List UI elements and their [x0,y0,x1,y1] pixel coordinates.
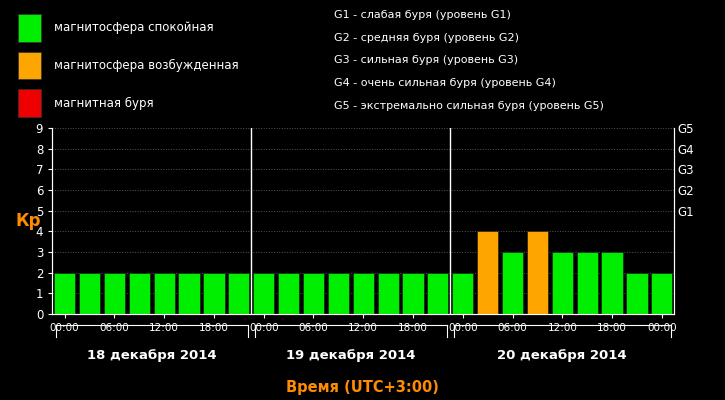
Bar [18,52,41,79]
Bar [154,273,175,314]
Text: магнитная буря: магнитная буря [54,97,154,110]
Bar [602,252,623,314]
Bar [18,14,41,42]
Bar [54,273,75,314]
Bar [477,231,498,314]
Bar [502,252,523,314]
Bar [576,252,597,314]
Bar [552,252,573,314]
Bar [452,273,473,314]
Bar [278,273,299,314]
Bar [626,273,647,314]
Text: G2 - средняя буря (уровень G2): G2 - средняя буря (уровень G2) [334,33,518,43]
Text: магнитосфера возбужденная: магнитосфера возбужденная [54,59,239,72]
Text: G1 - слабая буря (уровень G1): G1 - слабая буря (уровень G1) [334,10,510,20]
Text: 20 декабря 2014: 20 декабря 2014 [497,348,627,362]
Bar [352,273,374,314]
Text: магнитосфера спокойная: магнитосфера спокойная [54,21,214,34]
Bar [427,273,449,314]
Bar [104,273,125,314]
Text: G4 - очень сильная буря (уровень G4): G4 - очень сильная буря (уровень G4) [334,78,555,88]
Bar [378,273,399,314]
Text: Время (UTC+3:00): Время (UTC+3:00) [286,380,439,395]
Bar [303,273,324,314]
Bar [18,90,41,117]
Bar [651,273,672,314]
Bar [253,273,274,314]
Bar [228,273,249,314]
Y-axis label: Кр: Кр [16,212,41,230]
Bar [203,273,225,314]
Bar [527,231,548,314]
Bar [79,273,100,314]
Text: G5 - экстремально сильная буря (уровень G5): G5 - экстремально сильная буря (уровень … [334,101,603,111]
Text: 19 декабря 2014: 19 декабря 2014 [286,348,415,362]
Bar [178,273,199,314]
Text: G3 - сильная буря (уровень G3): G3 - сильная буря (уровень G3) [334,56,518,66]
Bar [129,273,150,314]
Bar [402,273,423,314]
Bar [328,273,349,314]
Text: 18 декабря 2014: 18 декабря 2014 [87,348,217,362]
